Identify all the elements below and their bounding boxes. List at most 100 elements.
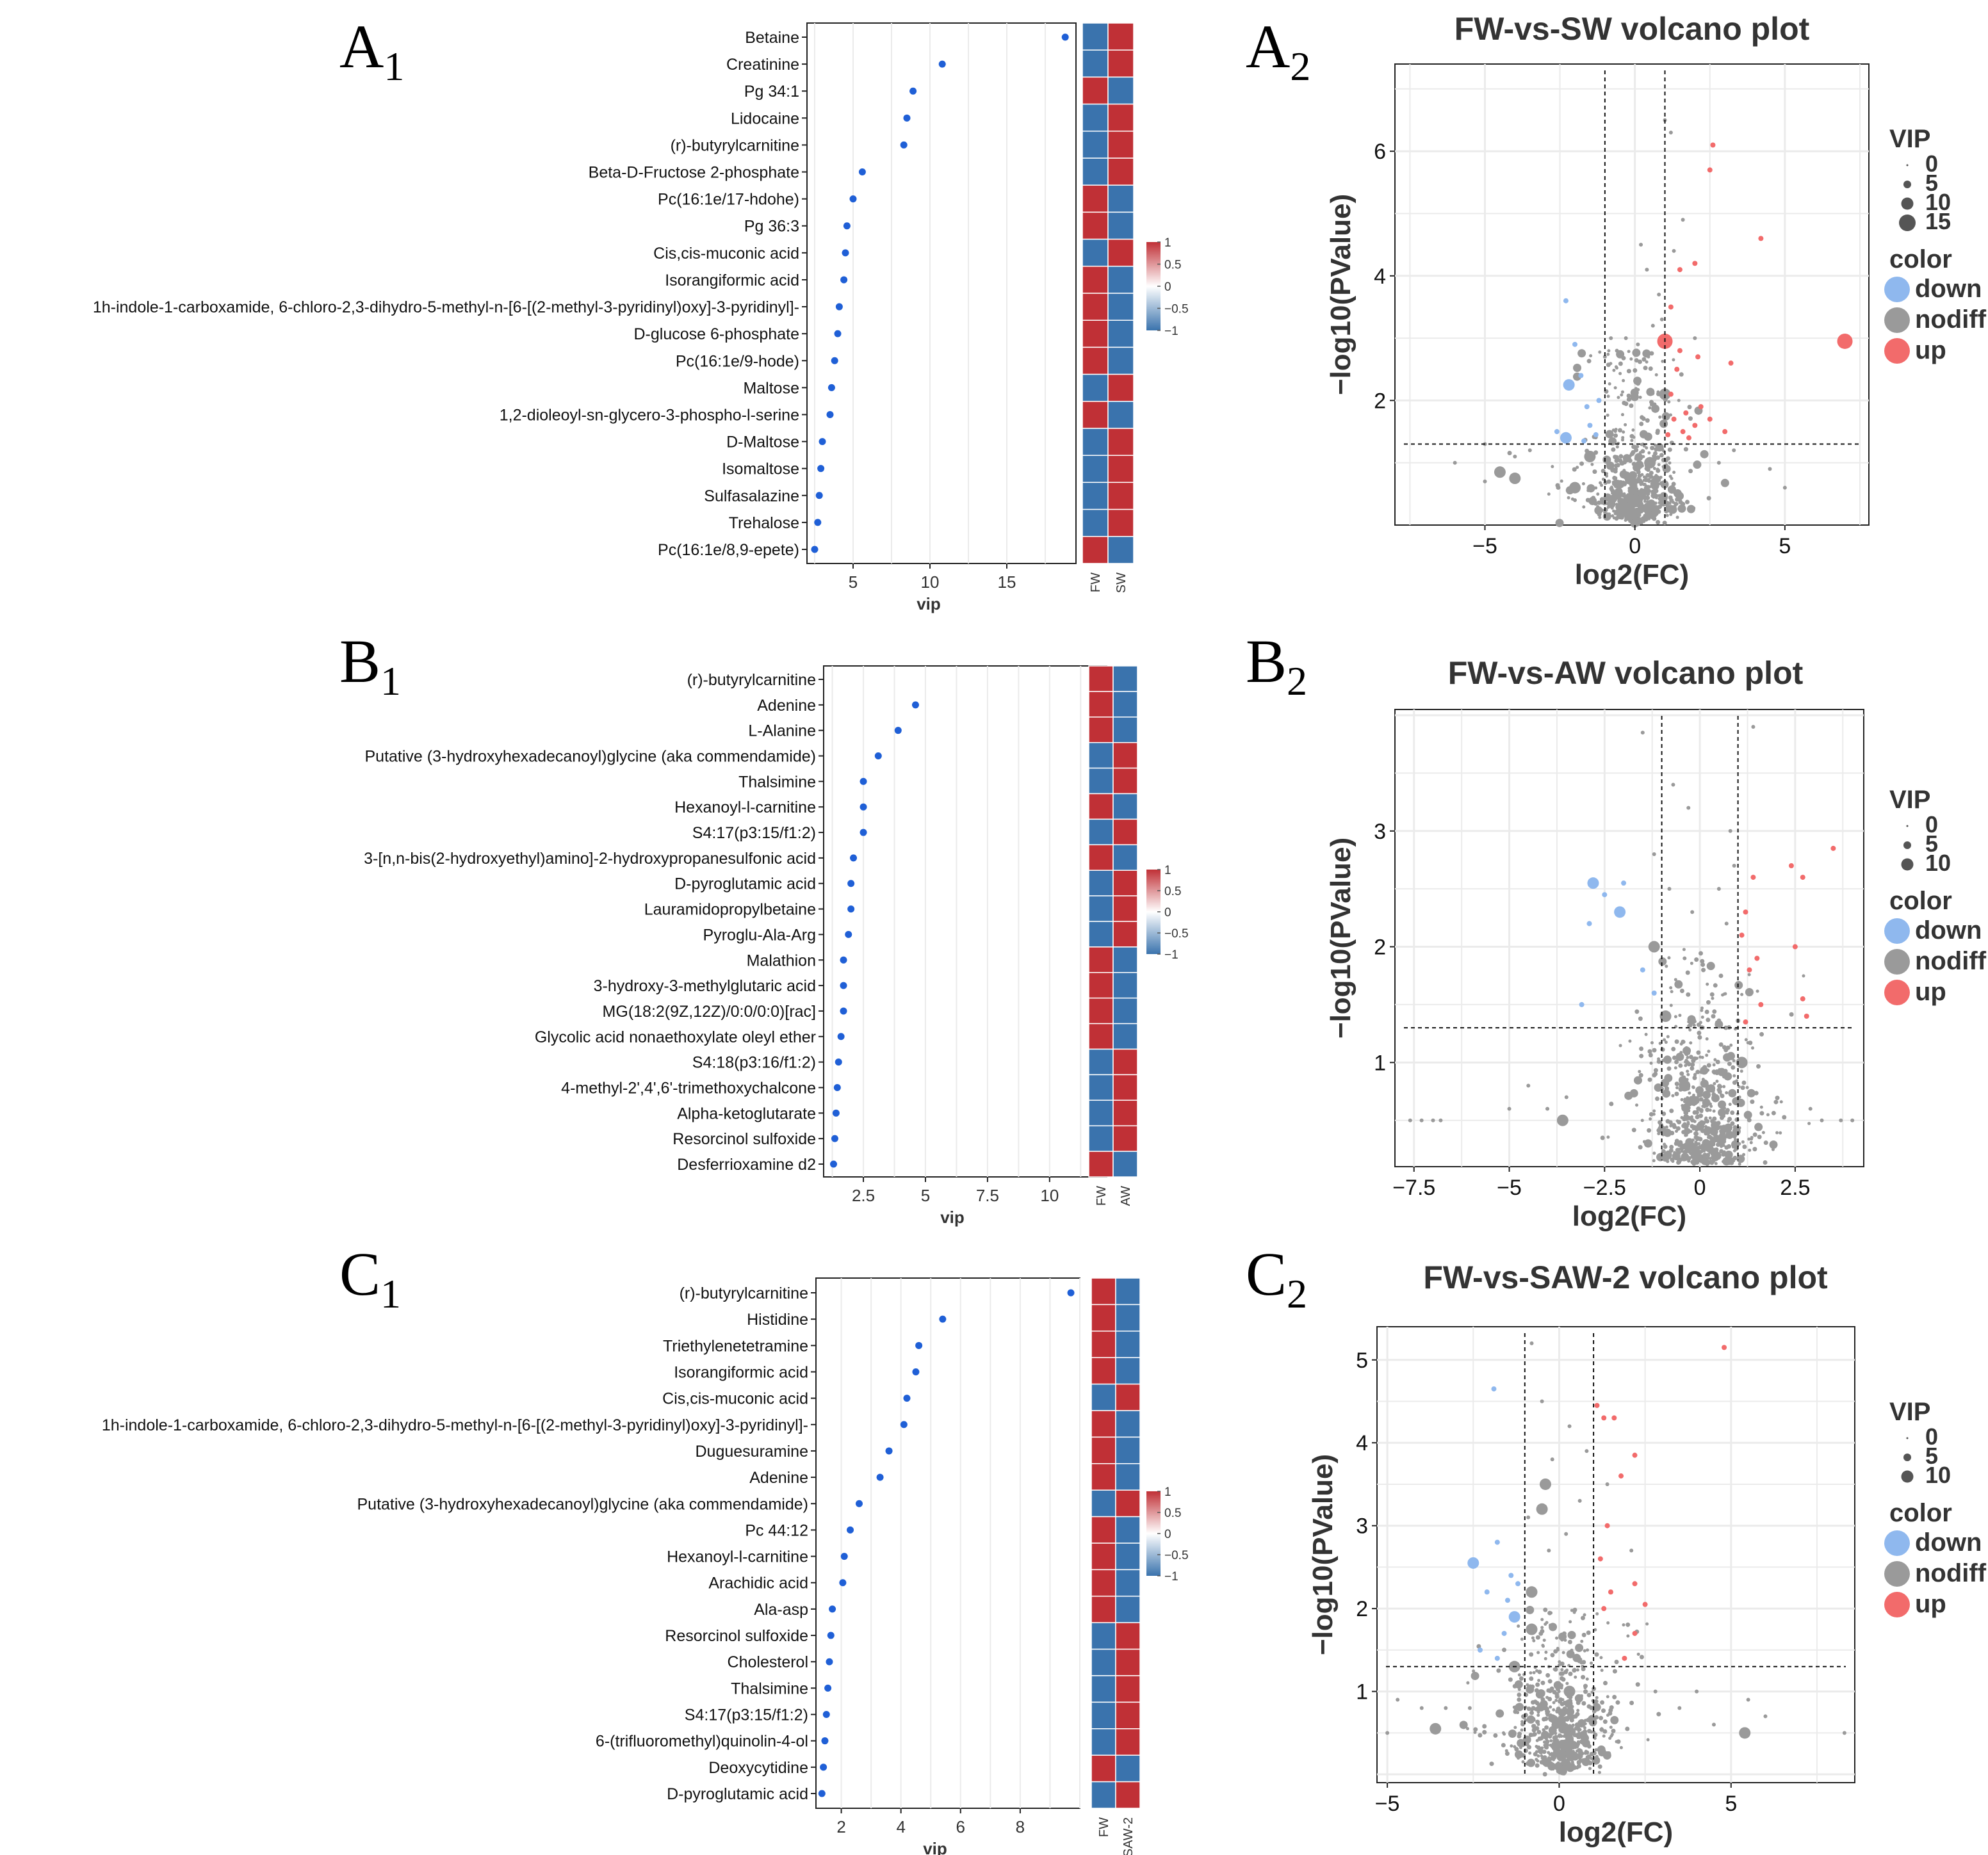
- nodiff-point: [1610, 488, 1615, 493]
- nodiff-point: [1702, 1090, 1711, 1099]
- nodiff-point: [1567, 1753, 1576, 1762]
- nodiff-point: [1763, 1160, 1768, 1165]
- colorbar-tick-label: 1: [1164, 236, 1171, 250]
- heatmap-cell: [1107, 22, 1134, 51]
- nodiff-point: [1728, 829, 1732, 833]
- heatmap-cell: [1107, 536, 1134, 564]
- down-point: [1515, 1581, 1521, 1587]
- nodiff-point: [1678, 1014, 1682, 1017]
- nodiff-point: [1782, 485, 1787, 490]
- nodiff-point: [1638, 1016, 1643, 1021]
- vip-category-label: Adenine: [749, 1469, 808, 1487]
- nodiff-point: [1745, 1085, 1749, 1089]
- legend-color-title: color: [1889, 245, 1952, 273]
- nodiff-point: [1545, 1746, 1549, 1750]
- nodiff-point: [1711, 1092, 1716, 1097]
- heatmap-cell: [1091, 1781, 1116, 1809]
- heatmap-cell: [1082, 158, 1109, 186]
- nodiff-point: [1718, 973, 1723, 978]
- nodiff-point: [1567, 1716, 1570, 1720]
- nodiff-point: [1624, 336, 1628, 341]
- nodiff-point: [1671, 782, 1675, 787]
- volcano-y-axis-label: −log10(PValue): [1325, 194, 1357, 395]
- down-point: [1584, 404, 1590, 410]
- nodiff-point: [1602, 1734, 1606, 1738]
- nodiff-point: [1665, 1125, 1668, 1129]
- vip-dot: [824, 1684, 832, 1692]
- nodiff-point: [1703, 1146, 1707, 1149]
- nodiff-point: [1669, 1144, 1674, 1149]
- nodiff-point: [1711, 1154, 1716, 1159]
- nodiff-point: [1686, 505, 1695, 514]
- nodiff-point: [1526, 1586, 1538, 1598]
- nodiff-point: [1622, 469, 1626, 473]
- nodiff-point: [1679, 988, 1684, 993]
- heatmap-cell: [1112, 972, 1138, 999]
- nodiff-point: [1640, 492, 1645, 498]
- nodiff-point: [1650, 391, 1655, 396]
- nodiff-point: [1759, 1111, 1764, 1116]
- nodiff-point: [1624, 423, 1627, 426]
- vip-category-label: Cholesterol: [728, 1653, 808, 1671]
- nodiff-point: [1650, 482, 1659, 490]
- nodiff-point: [1529, 1671, 1533, 1675]
- nodiff-point: [1590, 1661, 1593, 1665]
- up-point: [1677, 348, 1682, 353]
- nodiff-point: [1618, 1044, 1622, 1048]
- nodiff-point: [1562, 1701, 1567, 1706]
- legend-vip-size-swatch: [1903, 841, 1911, 849]
- nodiff-point: [1529, 1710, 1535, 1715]
- nodiff-point: [1675, 1086, 1679, 1090]
- legend-nodiff-label: nodiff: [1915, 1559, 1987, 1587]
- nodiff-point: [1606, 362, 1611, 368]
- nodiff-point: [1672, 358, 1675, 362]
- up-point: [1743, 1019, 1748, 1025]
- nodiff-point: [1636, 455, 1641, 460]
- nodiff-point: [1700, 1009, 1704, 1012]
- nodiff-point: [1601, 508, 1604, 512]
- heatmap-cell: [1115, 1701, 1141, 1729]
- nodiff-point: [1619, 508, 1624, 514]
- vip-category-label: Pc(16:1e/9-hode): [676, 352, 799, 370]
- up-point: [1618, 1473, 1624, 1479]
- legend-color-title: color: [1889, 887, 1952, 915]
- nodiff-point: [1586, 1744, 1592, 1749]
- nodiff-point: [1645, 418, 1650, 423]
- nodiff-point: [1713, 1058, 1717, 1062]
- heatmap-cell: [1107, 401, 1134, 429]
- nodiff-point: [1526, 1623, 1538, 1635]
- nodiff-point: [1606, 413, 1609, 417]
- nodiff-point: [1507, 451, 1512, 456]
- nodiff-point: [1682, 948, 1686, 952]
- nodiff-point: [1671, 1122, 1676, 1128]
- nodiff-point: [1629, 477, 1638, 486]
- vip-category-label: Pc(16:1e/8,9-epete): [658, 541, 799, 559]
- nodiff-point: [1619, 461, 1624, 466]
- nodiff-point: [1688, 1023, 1693, 1028]
- nodiff-point: [1677, 506, 1682, 511]
- vip-category-label: Beta-D-Fructose 2-phosphate: [589, 164, 799, 182]
- down-point: [1478, 1647, 1483, 1653]
- nodiff-point: [1548, 1761, 1553, 1766]
- vip-category-label: Triethylenetetramine: [663, 1337, 808, 1355]
- nodiff-point: [1526, 1683, 1529, 1687]
- legend-vip-value: 10: [1925, 189, 1951, 215]
- nodiff-point: [1671, 1046, 1676, 1051]
- volcano-y-axis-label: −log10(PValue): [1325, 838, 1357, 1039]
- nodiff-point: [1699, 1097, 1704, 1102]
- nodiff-point: [1552, 1667, 1556, 1671]
- nodiff-point: [1678, 1063, 1683, 1068]
- vip-dot: [831, 357, 838, 364]
- heatmap-cell: [1115, 1410, 1141, 1438]
- nodiff-point: [1542, 1755, 1547, 1760]
- nodiff-point: [1543, 1607, 1548, 1612]
- legend-vip-size-swatch: [1903, 181, 1911, 188]
- vip-category-label: Desferrioxamine d2: [677, 1156, 816, 1174]
- nodiff-point: [1654, 457, 1658, 460]
- nodiff-point: [1576, 1736, 1580, 1740]
- nodiff-point: [1658, 1041, 1662, 1045]
- nodiff-point: [1510, 1744, 1513, 1748]
- nodiff-point: [1661, 412, 1670, 421]
- nodiff-point: [1576, 1668, 1579, 1672]
- nodiff-point: [1622, 430, 1625, 434]
